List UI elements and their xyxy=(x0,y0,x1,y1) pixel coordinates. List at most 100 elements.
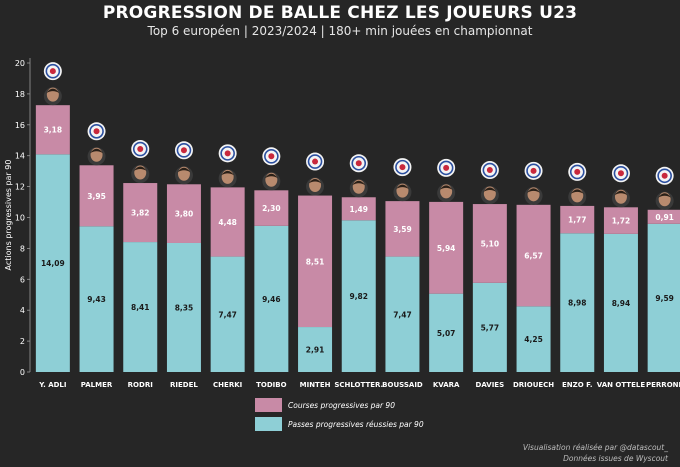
bar-label-passes: 9,82 xyxy=(349,292,368,301)
bar-passes xyxy=(79,226,114,372)
bar-passes xyxy=(603,233,638,372)
bar-runs xyxy=(35,105,70,155)
bar-passes xyxy=(254,225,289,372)
x-tick-label: CHERKI xyxy=(213,381,242,389)
x-tick-label: Y. ADLI xyxy=(38,381,66,389)
bar-label-passes: 7,47 xyxy=(218,310,237,319)
bar-label-passes: 14,09 xyxy=(41,259,65,268)
player-photo xyxy=(306,177,325,196)
player-photo xyxy=(262,172,281,191)
bar-label-passes: 7,47 xyxy=(393,310,412,319)
bar-passes xyxy=(123,242,158,372)
chart-subtitle: Top 6 européen | 2023/2024 | 180+ min jo… xyxy=(147,24,533,38)
chart-title: PROGRESSION DE BALLE CHEZ LES JOUEURS U2… xyxy=(102,3,578,23)
bar-passes xyxy=(516,306,551,372)
bar-label-runs: 3,95 xyxy=(87,192,106,201)
y-tick-label: 2 xyxy=(20,337,25,346)
legend-swatch-passes xyxy=(255,417,282,431)
bar-label-runs: 3,80 xyxy=(175,210,194,219)
bar-label-runs: 1,72 xyxy=(612,217,631,226)
bar-label-passes: 4,25 xyxy=(524,335,543,344)
y-axis-label: Actions progressives par 90 xyxy=(4,160,13,271)
player-photo xyxy=(43,87,62,106)
bar-label-passes: 8,98 xyxy=(568,299,587,308)
bar-passes xyxy=(647,223,680,372)
bar-label-runs: 1,49 xyxy=(349,205,368,214)
credit-note: Visualisation réalisée par @datascout_ D… xyxy=(523,442,668,464)
y-tick-label: 4 xyxy=(20,306,25,315)
chelsea-crest-icon xyxy=(568,162,587,181)
x-tick-label: VAN OTTELE xyxy=(597,381,646,389)
y-tick-label: 6 xyxy=(20,275,25,284)
bar-label-passes: 8,35 xyxy=(175,303,194,312)
bayern-crest-icon xyxy=(480,161,499,180)
bar-label-runs: 3,82 xyxy=(131,209,150,218)
bar-label-passes: 9,59 xyxy=(655,294,674,303)
x-tick-label: PALMER xyxy=(81,381,113,389)
y-tick-label: 0 xyxy=(20,368,25,377)
player-photo xyxy=(524,186,543,205)
bar-runs xyxy=(123,183,158,243)
bar-passes xyxy=(429,293,464,372)
bar-label-runs: 2,30 xyxy=(262,204,281,213)
bar-passes xyxy=(341,220,376,372)
bar-runs xyxy=(429,201,464,294)
x-tick-label: DRIOUECH xyxy=(513,381,554,389)
player-photo xyxy=(655,191,674,210)
x-tick-label: SCHLOTTER. xyxy=(334,381,383,389)
bar-label-passes: 8,41 xyxy=(131,303,150,312)
ac-milan-crest-icon xyxy=(43,62,62,81)
legend-label-passes: Passes progressives réussies par 90 xyxy=(288,420,424,429)
x-tick-label: DAVIES xyxy=(476,381,505,389)
bar-label-passes: 2,91 xyxy=(306,346,325,355)
y-tick-label: 16 xyxy=(15,121,25,130)
x-tick-label: TODIBO xyxy=(256,381,286,389)
bar-label-passes: 9,46 xyxy=(262,295,281,304)
legend-swatch-runs xyxy=(255,398,282,412)
bar-label-runs: 3,59 xyxy=(393,225,412,234)
player-photo xyxy=(568,187,587,206)
bar-label-runs: 4,48 xyxy=(218,218,237,227)
bar-runs xyxy=(472,204,507,283)
y-tick-label: 20 xyxy=(15,59,25,68)
lyon-crest-icon xyxy=(218,144,237,163)
player-photo xyxy=(131,165,150,184)
bar-runs xyxy=(298,195,333,328)
credit-line-1: Visualisation réalisée par @datascout_ xyxy=(522,443,668,452)
chelsea-crest-icon xyxy=(87,122,106,141)
x-tick-label: KVARA xyxy=(433,381,460,389)
x-tick-label: PERRONE xyxy=(646,381,680,389)
bar-passes xyxy=(210,256,245,372)
bar-label-passes: 9,43 xyxy=(87,295,106,304)
nice-crest-icon xyxy=(262,147,281,166)
player-photo xyxy=(87,147,106,166)
bar-runs xyxy=(647,209,680,224)
bar-label-runs: 0,91 xyxy=(655,213,674,222)
bar-runs xyxy=(341,197,376,221)
credit-line-2: Données issues de Wyscout xyxy=(563,454,668,463)
x-tick-label: RIEDEL xyxy=(170,381,198,389)
bar-label-runs: 5,10 xyxy=(481,239,500,248)
player-photo xyxy=(611,189,630,208)
bar-label-runs: 8,51 xyxy=(306,257,325,266)
bar-passes xyxy=(166,242,201,372)
las-palmas-crest-icon xyxy=(655,166,674,185)
y-tick-label: 12 xyxy=(15,183,25,192)
player-photo xyxy=(218,169,237,188)
real-betis-crest-icon xyxy=(131,140,150,159)
bar-passes xyxy=(385,256,420,372)
bar-label-passes: 5,77 xyxy=(481,323,500,332)
bar-passes xyxy=(35,154,70,372)
bar-runs xyxy=(560,205,595,234)
bar-label-runs: 3,18 xyxy=(44,126,63,135)
bar-passes xyxy=(560,233,595,372)
y-tick-label: 10 xyxy=(15,214,25,223)
bar-passes xyxy=(298,327,333,372)
heerenveen-crest-icon xyxy=(611,164,630,183)
x-tick-label: RODRI xyxy=(128,381,153,389)
bar-passes xyxy=(472,282,507,372)
feyenoord-crest-icon xyxy=(524,161,543,180)
bar-label-runs: 6,57 xyxy=(524,252,543,261)
bar-runs xyxy=(254,190,289,226)
